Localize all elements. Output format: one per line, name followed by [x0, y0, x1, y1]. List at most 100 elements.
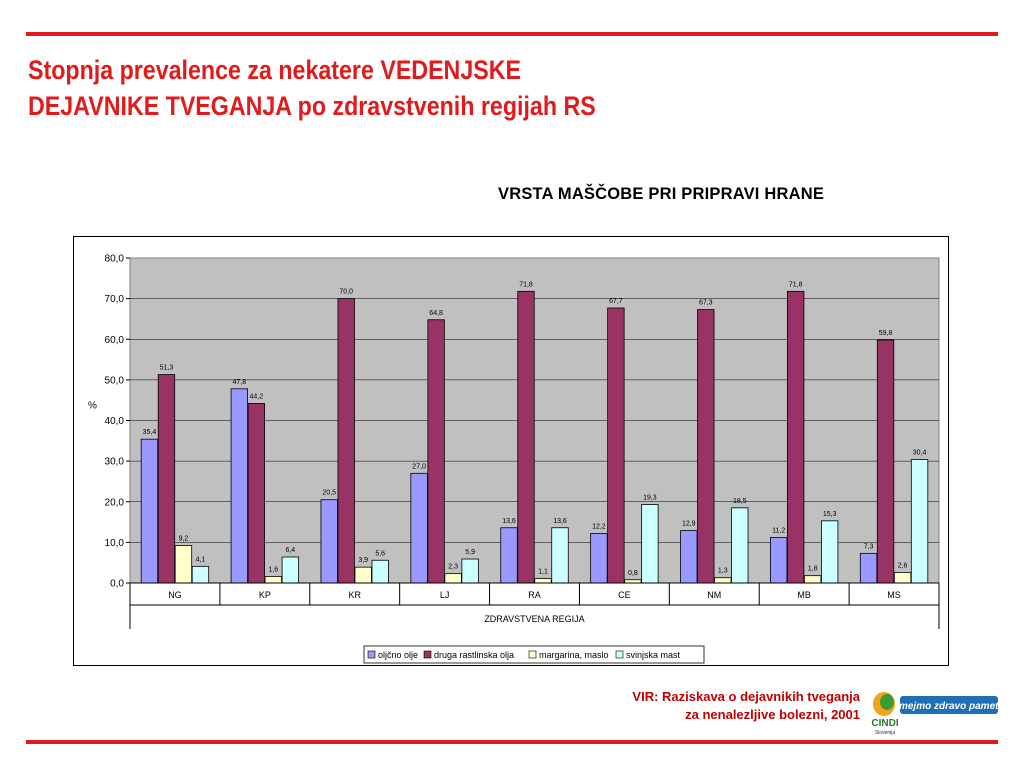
- bar: [444, 573, 462, 584]
- cindi-logo: Imejmo zdravo pamet! CINDI Slovenija: [871, 692, 1000, 736]
- legend-label: svinjska mast: [626, 650, 681, 660]
- legend-swatch: [615, 650, 624, 659]
- bar: [680, 530, 698, 584]
- legend-swatch: [423, 650, 432, 659]
- source-line-2: za nenalezljive bolezni, 2001: [685, 707, 860, 722]
- data-label: 11,2: [772, 528, 785, 535]
- y-tick-label: 20,0: [105, 497, 125, 508]
- bar: [821, 520, 839, 584]
- bar: [534, 578, 552, 584]
- legend-label: druga rastlinska olja: [434, 650, 514, 660]
- source-line-1: VIR: Raziskava o dejavnikih tveganja: [632, 689, 860, 704]
- x-axis-label: ZDRAVSTVENA REGIJA: [484, 614, 584, 624]
- data-label: 7,3: [864, 543, 874, 550]
- data-label: 47,8: [233, 379, 247, 386]
- bar: [264, 576, 282, 584]
- data-label: 13,6: [553, 518, 567, 525]
- data-label: 30,4: [913, 450, 927, 457]
- data-label: 2,6: [898, 562, 908, 569]
- logo-country: Slovenija: [875, 730, 896, 736]
- category-label: MB: [797, 590, 811, 600]
- y-tick-label: 70,0: [105, 294, 125, 305]
- y-tick-label: 0,0: [110, 579, 124, 590]
- logo-banner: [900, 696, 998, 714]
- data-label: 1,6: [268, 567, 278, 574]
- chart-frame: 0,0 10,0 20,0 30,0 40,0 50,0 60,0 70,0 80,0% 35,4…: [73, 236, 949, 666]
- bar: [731, 507, 749, 584]
- bar: [910, 459, 929, 584]
- bar-chart: 0,0 10,0 20,0 30,0 40,0 50,0 60,0 70,0 80,0% 35,4…: [88, 254, 940, 664]
- data-label: 9,2: [179, 536, 189, 543]
- y-tick-label: 80,0: [105, 254, 125, 265]
- bar: [517, 290, 535, 584]
- bar: [320, 499, 338, 584]
- bar: [427, 319, 445, 584]
- bar: [410, 472, 428, 584]
- data-label: 5,9: [465, 549, 475, 556]
- bar: [500, 527, 518, 584]
- data-label: 59,8: [879, 330, 893, 337]
- bar: [461, 558, 479, 584]
- data-label: 70,0: [339, 289, 353, 296]
- bar: [787, 290, 805, 584]
- y-tick-label: 40,0: [105, 416, 125, 427]
- data-label: 4,1: [196, 556, 206, 563]
- bar: [551, 527, 569, 584]
- data-label: 67,3: [699, 300, 713, 307]
- data-label: 67,7: [609, 298, 623, 305]
- y-tick-label: 50,0: [105, 375, 125, 386]
- legend-label: oljčno olje: [378, 650, 418, 660]
- data-label: 44,2: [250, 393, 264, 400]
- bar: [876, 339, 895, 584]
- data-label: 64,8: [429, 310, 443, 317]
- logo-slogan: Imejmo zdravo pamet!: [896, 701, 1000, 712]
- bar: [247, 403, 265, 584]
- slide-title: Stopnja prevalence za nekatere VEDENJSKE…: [28, 52, 682, 124]
- source-note: VIR: Raziskava o dejavnikih tveganja za …: [632, 688, 860, 724]
- bar: [230, 388, 248, 584]
- chart-title: VRSTA MAŠČOBE PRI PRIPRAVI HRANE: [498, 185, 825, 203]
- data-label: 12,9: [682, 521, 696, 528]
- data-label: 20,5: [322, 490, 336, 497]
- category-label: NM: [707, 590, 721, 600]
- bar: [859, 552, 878, 584]
- data-label: 13,6: [502, 518, 516, 525]
- category-label: LJ: [440, 590, 450, 600]
- category-label: MS: [887, 590, 901, 600]
- y-tick-label: 30,0: [105, 457, 125, 468]
- bar: [697, 309, 715, 584]
- data-label: 1,3: [718, 568, 728, 575]
- bar: [714, 577, 732, 584]
- bar: [893, 572, 912, 584]
- category-label: NG: [168, 590, 182, 600]
- y-tick-label: 10,0: [105, 538, 125, 549]
- bar: [157, 374, 176, 584]
- data-label: 35,4: [143, 429, 157, 436]
- data-label: 2,3: [448, 564, 458, 571]
- logo-name: CINDI: [871, 718, 898, 729]
- title-line-2: DEJAVNIKE TVEGANJA po zdravstvenih regij…: [28, 91, 596, 121]
- data-label: 18,5: [733, 498, 747, 505]
- data-label: 5,6: [375, 550, 385, 557]
- top-divider: [26, 32, 998, 36]
- category-label: CE: [618, 590, 631, 600]
- bar: [804, 575, 822, 584]
- bar: [607, 307, 625, 584]
- legend-swatch: [367, 650, 376, 659]
- category-label: KP: [259, 590, 271, 600]
- data-label: 0,8: [628, 570, 638, 577]
- bar: [191, 565, 210, 584]
- bar: [641, 504, 659, 584]
- data-label: 6,4: [285, 547, 295, 554]
- bar: [770, 537, 788, 584]
- bar: [174, 545, 193, 584]
- legend-label: margarina, maslo: [539, 650, 609, 660]
- data-label: 51,3: [160, 365, 174, 372]
- data-label: 3,9: [358, 557, 368, 564]
- data-label: 71,8: [519, 281, 533, 288]
- logo-leaf-shape: [880, 694, 894, 710]
- data-label: 19,3: [643, 495, 657, 502]
- data-label: 12,2: [592, 523, 606, 530]
- bar: [140, 438, 159, 584]
- title-line-1: Stopnja prevalence za nekatere VEDENJSKE: [28, 55, 521, 85]
